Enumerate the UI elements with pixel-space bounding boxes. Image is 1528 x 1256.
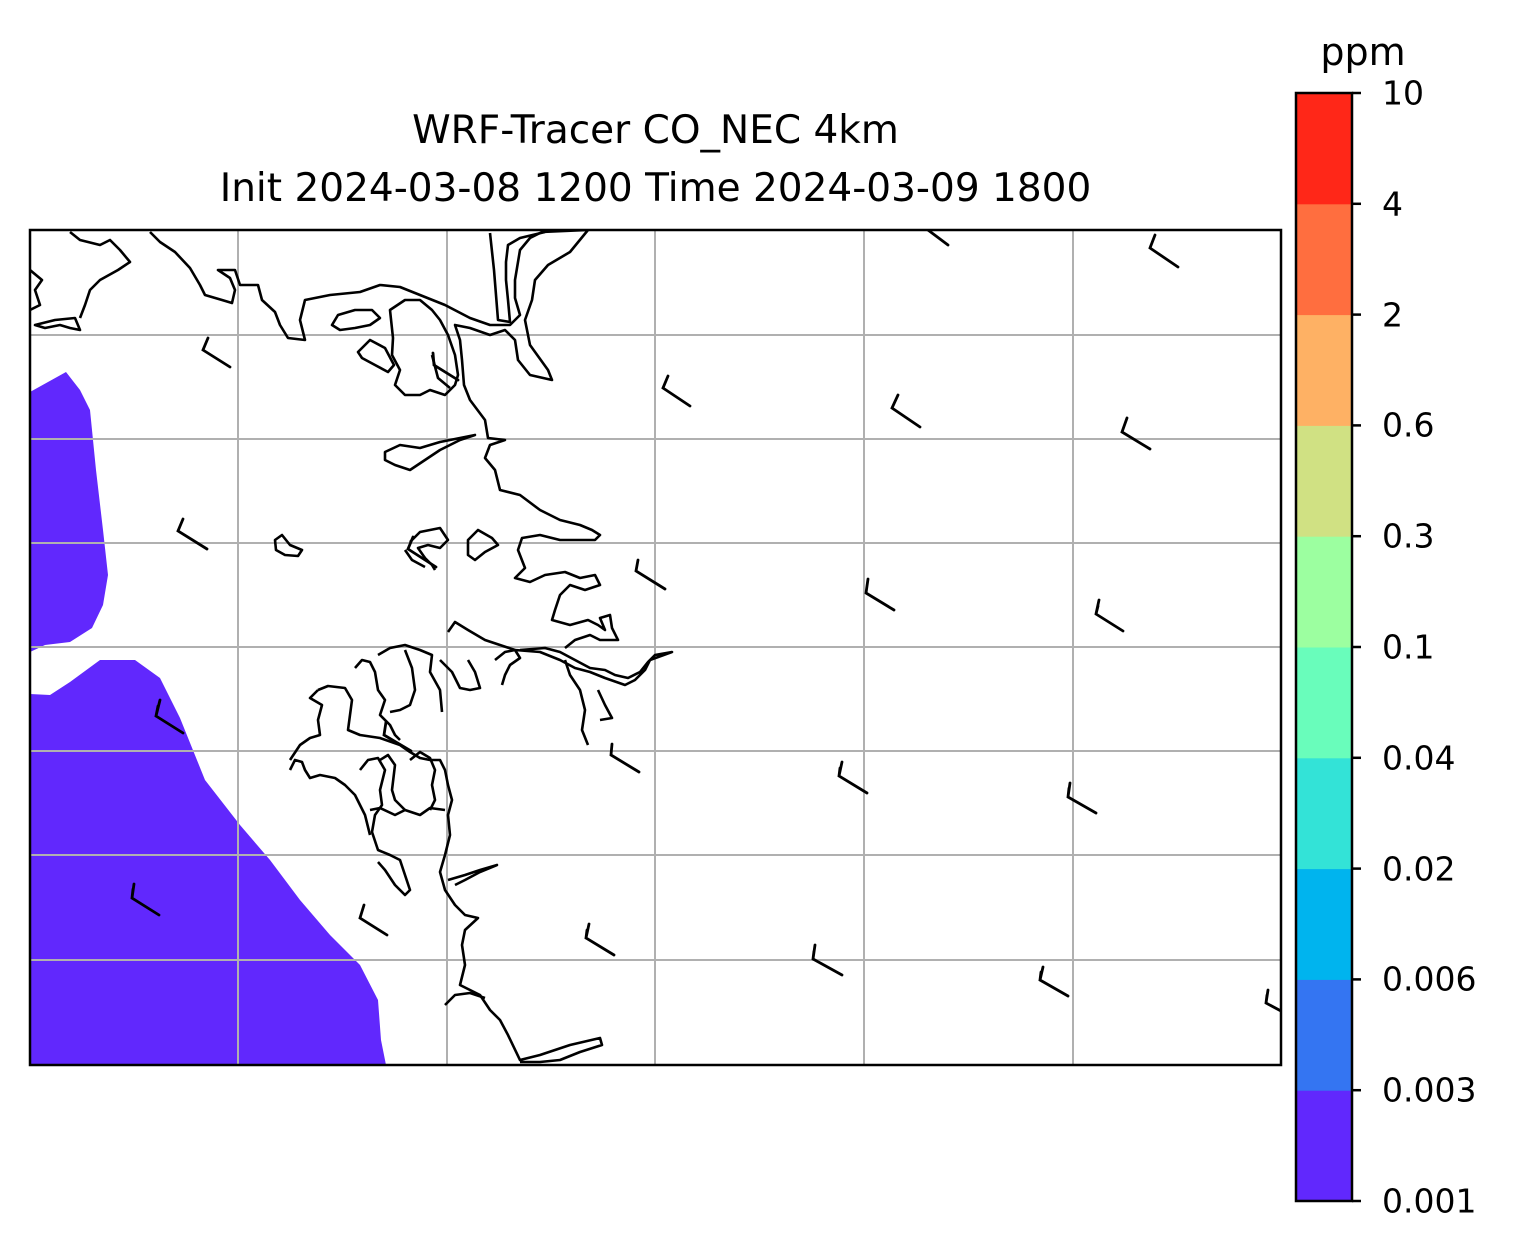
colorbar-tick-label: 0.3	[1382, 516, 1435, 556]
colorbar-segment	[1296, 314, 1352, 426]
colorbar-tick-label: 4	[1382, 184, 1403, 224]
wind-barb	[1038, 965, 1070, 998]
colorbar-segment	[1296, 93, 1352, 205]
wind-barb	[358, 903, 389, 937]
colorbar-unit: ppm	[1320, 30, 1406, 74]
colorbar-segment	[1296, 979, 1352, 1091]
colorbar-tick-label: 0.6	[1382, 405, 1435, 445]
coastlines	[30, 230, 674, 1064]
wind-barb	[130, 882, 161, 917]
wind-barbs	[130, 230, 1281, 1013]
wind-barb	[154, 698, 185, 735]
colorbar-segment	[1296, 757, 1352, 870]
colorbar-tick-label: 2	[1382, 295, 1403, 335]
colorbar-segment	[1296, 647, 1352, 759]
wind-barb	[890, 393, 922, 429]
map-title: WRF-Tracer CO_NEC 4km	[412, 108, 899, 153]
colorbar-tick-label: 0.04	[1382, 738, 1456, 778]
colorbar-ticks	[1352, 91, 1361, 1203]
wind-barb	[837, 760, 869, 795]
wind-barb	[609, 742, 641, 774]
wind-barb	[864, 577, 896, 612]
wind-barb	[811, 943, 844, 977]
colorbar	[1296, 93, 1352, 1202]
colorbar-tick-label: 0.006	[1382, 959, 1477, 999]
map-frame	[28, 228, 1283, 1067]
wind-barb	[584, 922, 616, 957]
wind-barb	[176, 517, 209, 551]
wind-barb	[1120, 416, 1152, 451]
map-subtitle: Init 2024-03-08 1200 Time 2024-03-09 180…	[219, 166, 1092, 211]
colorbar-segment	[1296, 868, 1352, 980]
wind-barb	[1094, 598, 1125, 633]
tracer-field-lower	[30, 660, 386, 1065]
map-panel	[30, 230, 1281, 1065]
wind-barb	[1148, 233, 1180, 269]
colorbar-segment	[1296, 425, 1352, 537]
wind-barb	[926, 230, 950, 247]
wind-barb	[406, 535, 438, 569]
tracer-field-upper	[30, 372, 108, 652]
colorbar-tick-label: 0.003	[1382, 1070, 1477, 1110]
wind-barb	[1264, 988, 1281, 1013]
wind-barb	[661, 374, 692, 408]
wind-barb	[634, 558, 667, 591]
colorbar-tick-label: 0.02	[1382, 849, 1456, 889]
colorbar-tick-label: 0.1	[1382, 627, 1435, 667]
colorbar-tick-label: 10	[1382, 73, 1424, 113]
gridlines	[30, 230, 1281, 1065]
colorbar-segment	[1296, 1090, 1352, 1202]
colorbar-tick-label: 0.001	[1382, 1181, 1477, 1221]
wind-barb	[201, 336, 232, 369]
colorbar-segment	[1296, 536, 1352, 648]
colorbar-segment	[1296, 203, 1352, 316]
wind-barb	[382, 720, 413, 753]
wind-barb	[431, 351, 460, 382]
wind-barb	[1066, 781, 1098, 815]
